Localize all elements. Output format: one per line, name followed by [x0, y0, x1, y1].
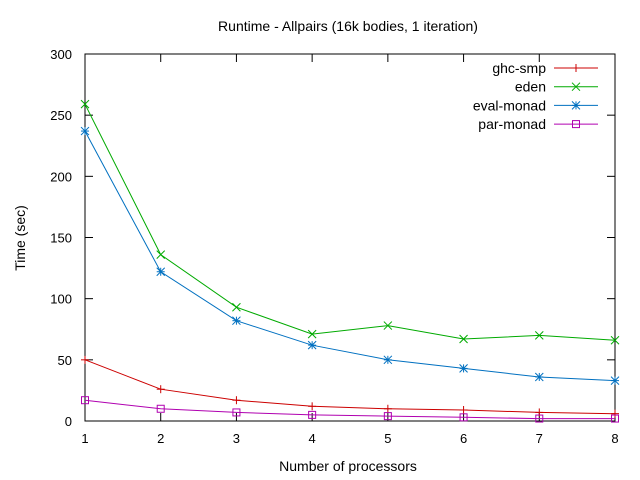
- data-point-eval-monad: [534, 372, 544, 382]
- legend-label-eval-monad: eval-monad: [473, 97, 546, 113]
- series-line-par-monad: [84, 399, 615, 420]
- x-tick-label: 5: [384, 431, 391, 446]
- x-axis-label: Number of processors: [279, 458, 417, 474]
- legend-label-par-monad: par-monad: [478, 116, 546, 132]
- series-line-ghc-smp: [84, 359, 616, 415]
- y-tick-label: 0: [65, 414, 72, 429]
- y-tick-label: 100: [50, 292, 72, 307]
- data-point-eden: [307, 329, 317, 339]
- legend-label-eden: eden: [515, 79, 546, 95]
- data-point-eden: [459, 334, 468, 344]
- data-point-par-monad: [156, 404, 165, 413]
- data-point-eval-monad: [232, 316, 241, 326]
- legend-marker-par-monad: [572, 120, 580, 129]
- y-tick-label: 300: [50, 47, 72, 62]
- data-point-eden: [383, 321, 393, 330]
- data-point-par-monad: [611, 414, 619, 423]
- legend-marker-eval-monad: [571, 101, 581, 110]
- data-point-eden: [232, 302, 241, 312]
- legend: ghc-smp eden eval-monad par-monad: [473, 60, 598, 132]
- x-tick-label: 2: [157, 431, 164, 446]
- data-point-eval-monad: [383, 355, 393, 365]
- y-axis-label: Time (sec): [12, 205, 28, 271]
- data-point-par-monad: [535, 414, 544, 423]
- data-point-par-monad: [81, 396, 89, 405]
- data-point-par-monad: [308, 410, 317, 419]
- data-point-par-monad: [383, 412, 392, 421]
- data-point-ghc-smp: [308, 402, 317, 411]
- data-point-eden: [80, 99, 90, 109]
- x-tick-label: 6: [460, 431, 467, 446]
- plot-area: 0 50 100 150 200 250 300 1 2 3 4 5 6 7 8: [50, 47, 620, 446]
- data-point-ghc-smp: [81, 355, 89, 364]
- data-point-par-monad: [232, 408, 241, 417]
- x-tick-label: 4: [309, 431, 316, 446]
- data-point-eden: [156, 250, 166, 259]
- data-point-eval-monad: [156, 267, 166, 277]
- series-line-eval-monad: [84, 130, 616, 382]
- x-tick-label: 1: [81, 431, 88, 446]
- legend-marker-eden: [571, 82, 581, 92]
- legend-marker-ghc-smp: [572, 64, 580, 72]
- data-point-eden: [534, 331, 544, 340]
- data-point-ghc-smp: [383, 404, 392, 413]
- chart-title: Runtime - Allpairs (16k bodies, 1 iterat…: [218, 18, 478, 34]
- data-point-ghc-smp: [232, 396, 241, 405]
- data-point-eden: [610, 335, 620, 345]
- x-tick-label: 8: [611, 431, 618, 446]
- y-tick-label: 150: [50, 231, 72, 246]
- x-tick-label: 3: [233, 431, 240, 446]
- data-point-ghc-smp: [156, 385, 165, 394]
- y-tick-label: 250: [50, 108, 72, 123]
- series-line-eden: [84, 103, 616, 341]
- data-point-eval-monad: [610, 376, 620, 385]
- data-point-ghc-smp: [611, 409, 619, 418]
- x-tick-label: 7: [536, 431, 543, 446]
- data-point-eval-monad: [80, 126, 90, 136]
- data-point-eval-monad: [459, 364, 468, 373]
- y-tick-label: 200: [50, 169, 72, 184]
- data-point-ghc-smp: [459, 405, 468, 414]
- legend-label-ghc-smp: ghc-smp: [492, 60, 546, 76]
- data-point-par-monad: [459, 413, 468, 422]
- y-tick-label: 50: [58, 353, 72, 368]
- data-point-eval-monad: [307, 340, 317, 350]
